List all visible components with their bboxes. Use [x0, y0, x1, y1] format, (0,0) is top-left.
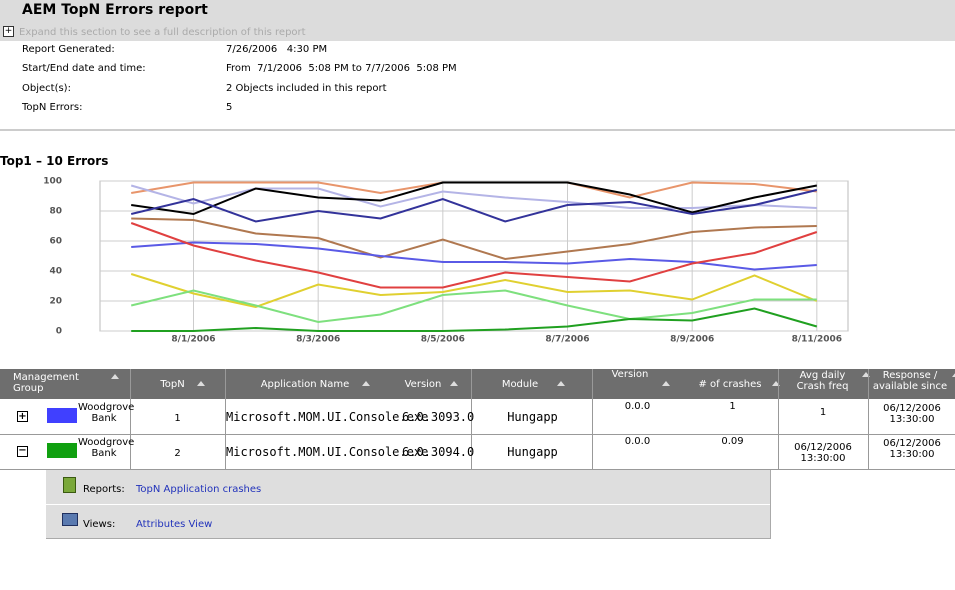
chart: 0 20 40 60 80 100 8/1/2006 8/3/2006 8/5/2006 8/7/…	[43, 177, 849, 345]
expand-icon[interactable]: +	[3, 26, 14, 37]
row-swatch	[47, 408, 77, 423]
cell: 1	[819, 407, 827, 418]
x-tick-label: 8/7/2006	[545, 335, 589, 345]
info-value: 2 Objects included in this report	[226, 82, 387, 94]
sort-icon[interactable]	[772, 381, 780, 386]
x-tick-label: 8/5/2006	[421, 335, 465, 345]
series-line	[131, 307, 818, 332]
sort-icon[interactable]	[662, 381, 670, 386]
x-tick-label: 8/1/2006	[171, 335, 215, 345]
column-header[interactable]: Management Group	[13, 372, 79, 394]
link-label: Reports:	[83, 484, 125, 495]
cell: 1	[729, 401, 736, 412]
sort-icon[interactable]	[952, 372, 955, 377]
collapse-row-icon[interactable]: −	[17, 445, 28, 457]
cell: 6.0.3093.0	[402, 410, 475, 424]
cell: Woodgrove Bank	[78, 437, 135, 459]
links-divider	[46, 504, 770, 505]
report-icon	[63, 477, 76, 493]
series-line	[131, 181, 817, 216]
column-divider	[592, 369, 593, 469]
y-tick-label: 100	[43, 177, 62, 187]
cell: 1	[174, 413, 181, 424]
cell: 06/12/2006 13:30:00	[883, 438, 941, 460]
column-header[interactable]: # of crashes	[698, 379, 762, 390]
series-line	[130, 184, 817, 209]
cell: Microsoft.MOM.UI.Console.exe	[226, 445, 429, 459]
table-header-bg	[0, 369, 955, 399]
sort-icon[interactable]	[362, 381, 370, 386]
column-divider	[868, 369, 869, 469]
sort-icon[interactable]	[450, 381, 458, 386]
column-header[interactable]: Version	[611, 369, 649, 380]
column-divider	[130, 369, 131, 469]
cell: 0.0.0	[624, 436, 651, 447]
series-line	[131, 217, 817, 261]
y-tick-label: 20	[49, 297, 62, 307]
cell: 06/12/2006 13:30:00	[883, 403, 941, 425]
expand-row-icon[interactable]: +	[17, 411, 28, 422]
cell: Hungapp	[507, 445, 558, 459]
cell: Microsoft.MOM.UI.Console.exe	[226, 410, 429, 424]
row-divider	[0, 434, 955, 435]
link[interactable]: TopN Application crashes	[136, 484, 262, 495]
link-label: Views:	[83, 519, 116, 530]
y-tick-label: 0	[56, 327, 62, 337]
column-header[interactable]: Avg daily Crash freq	[796, 370, 849, 392]
expand-text[interactable]: Expand this section to see a full descri…	[19, 27, 306, 38]
cell: 0.0.0	[624, 401, 651, 412]
column-header[interactable]: Application Name	[260, 379, 350, 390]
cell: 6.0.3094.0	[402, 445, 475, 459]
cell: 2	[174, 448, 181, 459]
sort-icon[interactable]	[862, 372, 870, 377]
info-label: Start/End date and time:	[22, 63, 146, 75]
info-label: Object(s):	[22, 82, 71, 94]
series-line	[130, 289, 817, 324]
column-divider	[471, 369, 472, 469]
info-value: 7/26/2006 4:30 PM	[226, 44, 328, 55]
column-header[interactable]: TopN	[160, 379, 185, 390]
chart-title: Top1 – 10 Errors	[0, 154, 109, 168]
series-line	[130, 189, 818, 223]
y-tick-label: 80	[49, 207, 62, 217]
column-header[interactable]: Module	[501, 379, 539, 390]
column-divider	[225, 369, 226, 469]
x-tick-label: 8/11/2006	[792, 335, 842, 345]
header-band	[0, 0, 955, 41]
info-label: TopN Errors:	[22, 101, 83, 113]
column-header[interactable]: Response / available since	[872, 370, 948, 392]
series-line	[131, 241, 817, 271]
x-tick-label: 8/9/2006	[670, 335, 714, 345]
x-tick-label: 8/3/2006	[296, 335, 340, 345]
y-tick-label: 60	[49, 237, 62, 247]
row-swatch	[47, 443, 77, 458]
view-icon	[62, 513, 78, 526]
cell: 06/12/2006 13:30:00	[794, 442, 852, 464]
sort-icon[interactable]	[111, 374, 119, 379]
column-divider	[778, 369, 779, 469]
info-label: Report Generated:	[22, 44, 115, 55]
y-tick-label: 40	[49, 267, 62, 277]
sort-icon[interactable]	[197, 381, 205, 386]
series-line	[130, 222, 818, 289]
cell: 0.09	[721, 436, 744, 447]
report-title: AEM TopN Errors report	[22, 2, 208, 18]
table: + − Management Group TopN Application Name…	[0, 369, 955, 470]
sort-icon[interactable]	[557, 381, 565, 386]
info-value: 5	[226, 101, 233, 113]
cell: Hungapp	[507, 410, 558, 424]
separator	[0, 129, 955, 131]
info-value: From 7/1/2006 5:08 PM to 7/7/2006 5:08 P…	[226, 63, 457, 75]
series-line	[130, 273, 818, 309]
column-header[interactable]: Version	[404, 379, 442, 390]
link[interactable]: Attributes View	[136, 519, 213, 530]
cell: Woodgrove Bank	[78, 402, 135, 424]
